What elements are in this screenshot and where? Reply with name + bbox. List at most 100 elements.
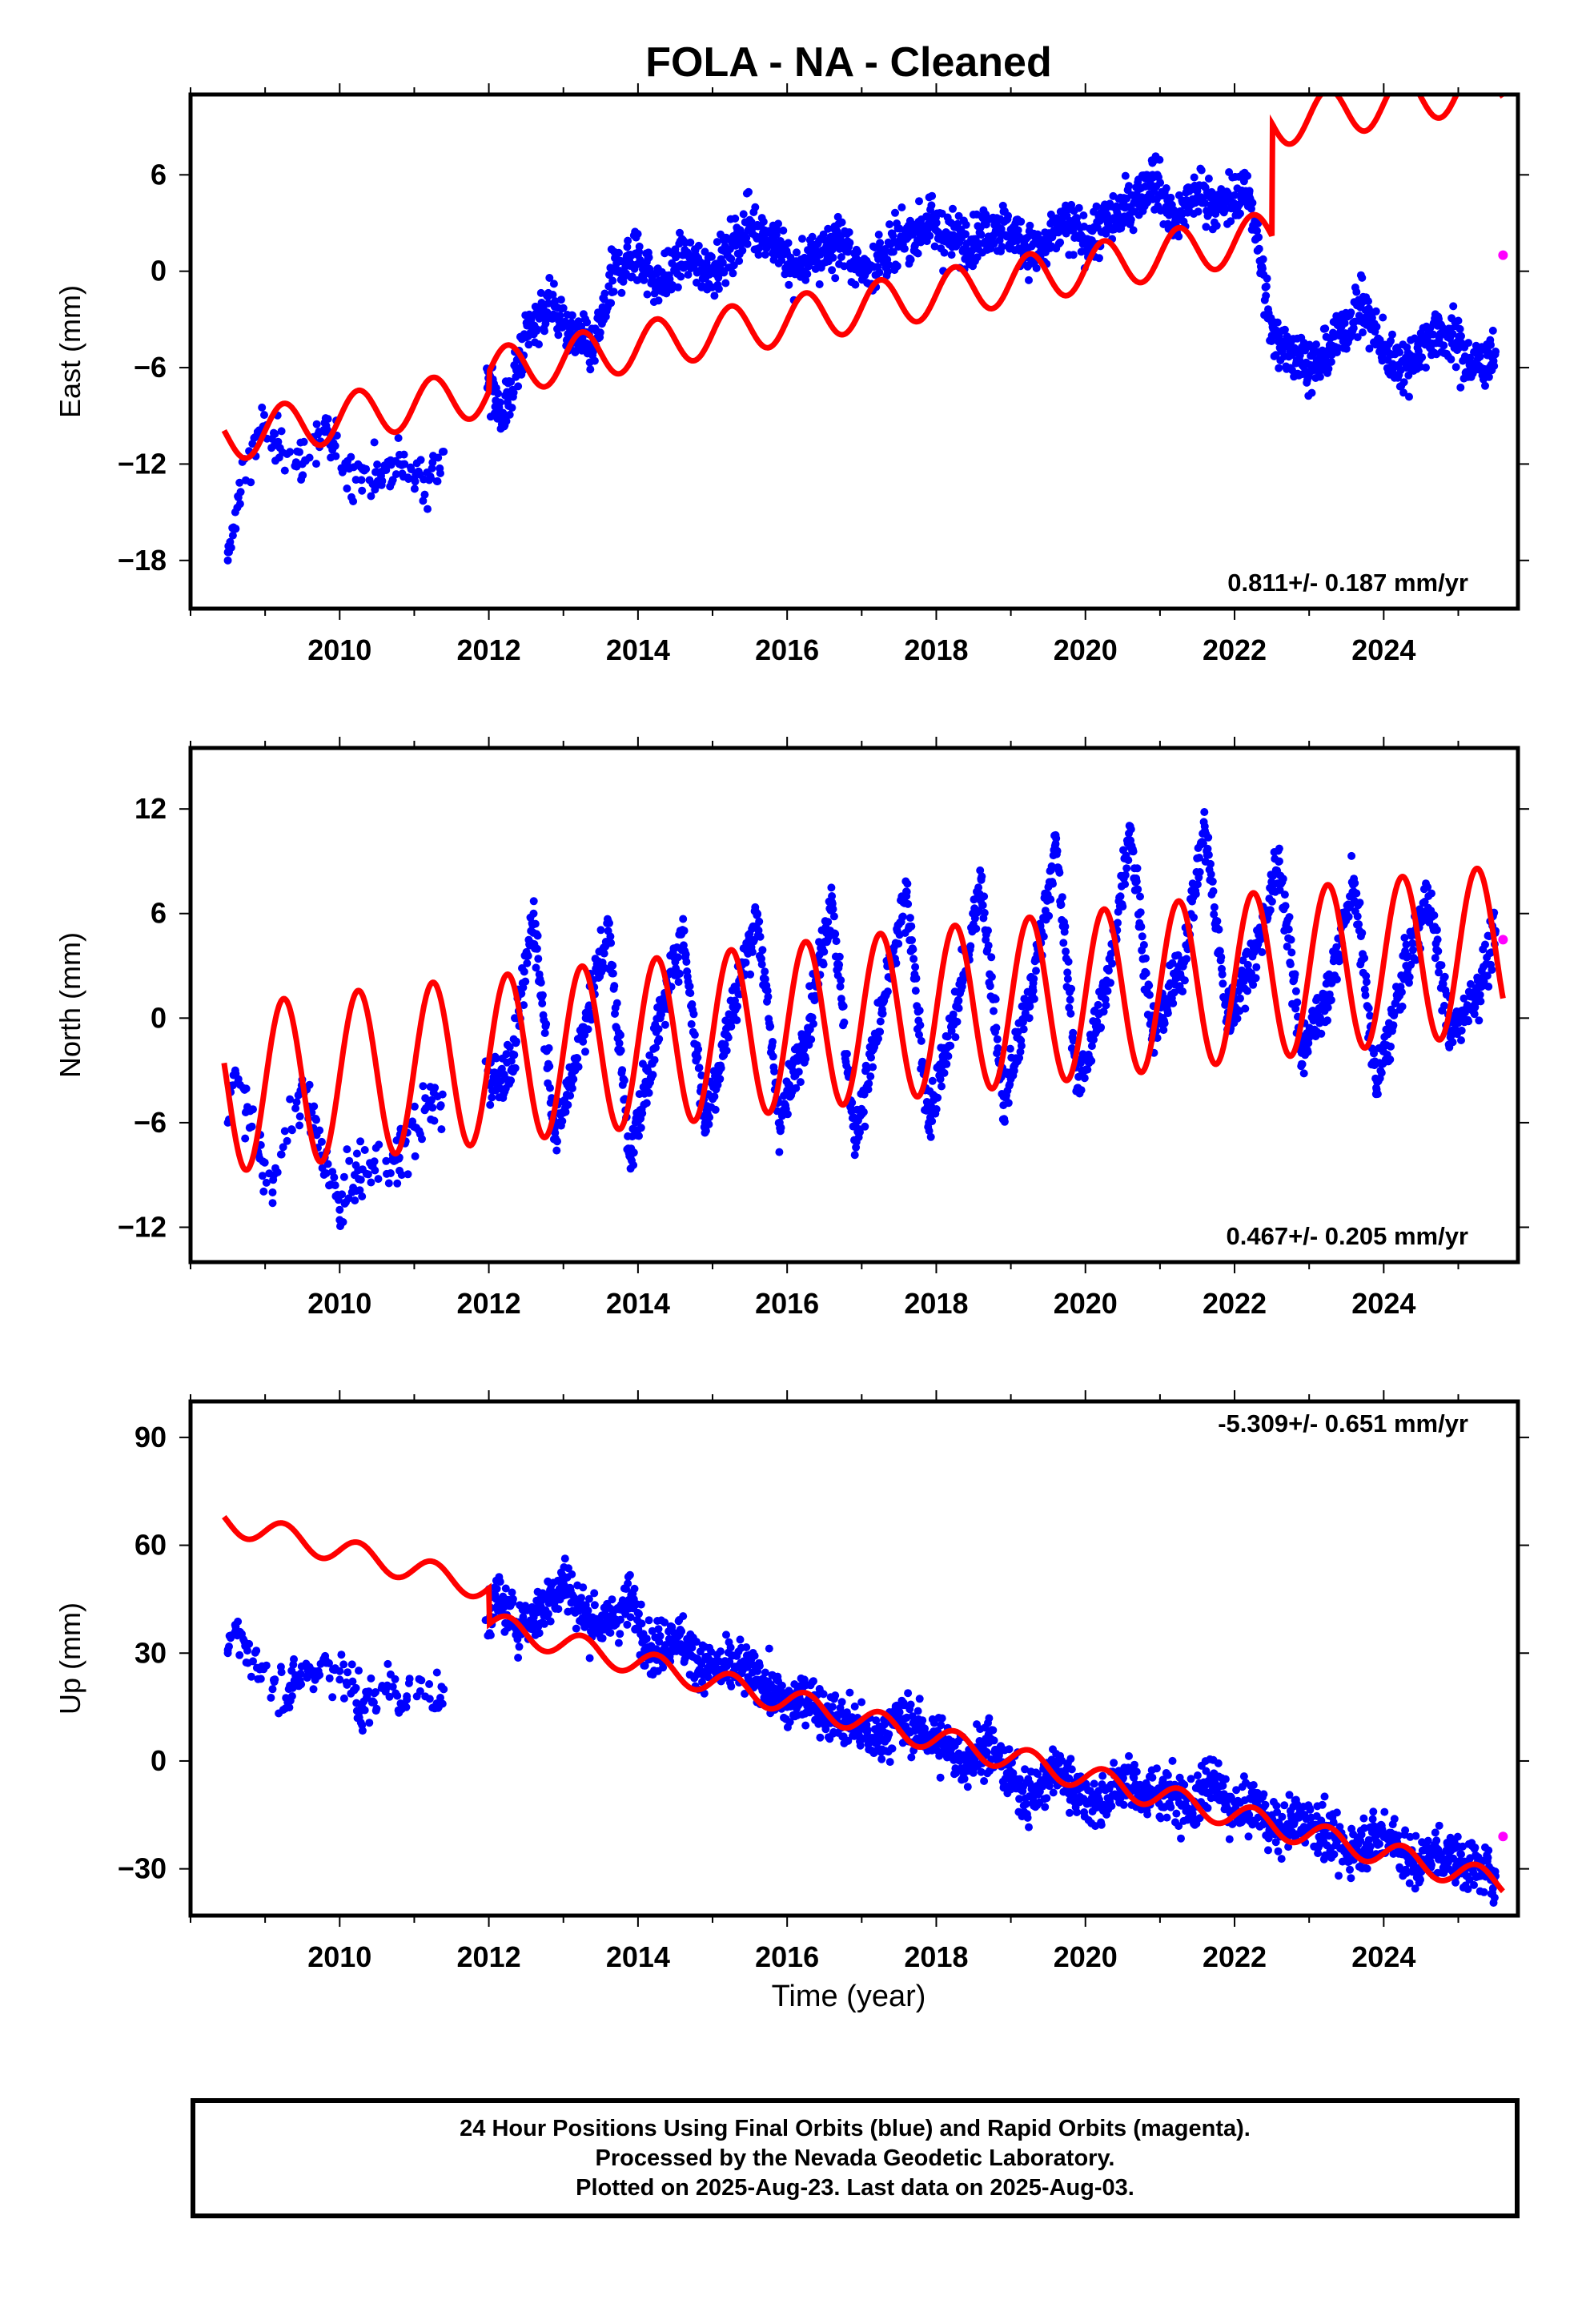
data-point (416, 1687, 424, 1695)
data-point (259, 1187, 268, 1196)
data-point (343, 460, 351, 468)
data-point (507, 1056, 516, 1065)
data-point (624, 236, 632, 245)
data-point (1373, 1090, 1382, 1099)
data-point (604, 282, 613, 291)
data-point (1362, 978, 1371, 987)
data-point (605, 919, 613, 927)
data-point (1488, 326, 1497, 335)
data-point (323, 415, 332, 424)
data-point (1418, 353, 1427, 362)
data-point (614, 248, 623, 257)
data-point (600, 949, 608, 958)
data-point (661, 1020, 669, 1029)
data-point (784, 239, 793, 247)
data-point (243, 1647, 251, 1655)
data-point (608, 969, 617, 978)
data-point (1006, 1044, 1014, 1053)
data-point (371, 1166, 379, 1175)
data-point (1208, 877, 1217, 886)
data-point (405, 1675, 414, 1683)
data-point (735, 256, 744, 265)
data-point (1247, 204, 1255, 213)
data-point (829, 912, 838, 921)
data-point (741, 1690, 749, 1698)
data-point (765, 1644, 773, 1653)
data-point (722, 1630, 730, 1639)
data-point (785, 280, 793, 289)
data-point (836, 982, 845, 991)
data-point (1231, 191, 1239, 199)
data-point (590, 356, 599, 365)
data-point (1449, 302, 1458, 311)
panel-north: 2010 2012 2014 2016 2018 2020 2022 2024−12−6061… (54, 737, 1529, 1320)
data-point (750, 1651, 759, 1660)
x-tick-label: 2010 (307, 1940, 371, 1973)
data-point (678, 251, 687, 259)
data-point (507, 377, 516, 386)
data-point (980, 892, 989, 901)
data-point (1388, 330, 1396, 339)
data-point (1437, 961, 1446, 970)
model-fit-line (221, 94, 1506, 461)
data-point (925, 219, 934, 227)
data-point (679, 915, 688, 923)
y-tick-label: −6 (134, 351, 167, 384)
data-point (328, 1693, 337, 1702)
data-point (600, 289, 609, 298)
data-point (900, 244, 909, 253)
data-point (768, 235, 777, 243)
data-point (876, 239, 885, 247)
x-tick-label: 2016 (755, 1287, 819, 1320)
data-point (928, 1076, 937, 1085)
data-point (584, 1606, 592, 1615)
data-point (431, 1084, 440, 1092)
data-point (648, 1071, 657, 1080)
data-point (911, 963, 920, 971)
data-point (962, 230, 970, 239)
data-point (299, 437, 308, 446)
data-point (1371, 307, 1380, 316)
data-point (1424, 891, 1433, 900)
data-point (1353, 333, 1362, 342)
data-point (356, 1176, 365, 1184)
data-point (1134, 885, 1142, 894)
data-point (573, 1054, 582, 1063)
data-point (507, 1076, 516, 1085)
data-point (584, 1594, 593, 1603)
data-point (298, 460, 307, 468)
data-point (793, 248, 801, 257)
data-point (962, 220, 970, 229)
data-point (1052, 214, 1061, 223)
data-point (1029, 987, 1038, 995)
x-tick-label: 2014 (606, 1940, 670, 1973)
data-point (1217, 953, 1226, 962)
data-point (1344, 912, 1353, 921)
y-tick-label: 90 (135, 1421, 167, 1454)
data-point (1145, 981, 1154, 990)
data-point (1080, 1074, 1089, 1083)
data-point (338, 1190, 347, 1199)
data-point (909, 955, 918, 963)
data-point (1118, 903, 1127, 911)
data-point (1466, 979, 1475, 988)
data-point (305, 453, 314, 462)
data-point (739, 210, 748, 219)
data-point (644, 1088, 653, 1097)
data-point (1204, 175, 1213, 183)
data-point (335, 1205, 344, 1214)
panel-up: 2010 2012 2014 2016 2018 2020 2022 2024−3003060… (54, 1390, 1529, 1973)
data-point (713, 238, 721, 247)
data-point (927, 201, 936, 210)
final-orbit-points (223, 152, 1500, 565)
data-point (1126, 203, 1134, 211)
data-point (1138, 932, 1146, 941)
data-point (1156, 179, 1165, 187)
data-point (1312, 364, 1321, 372)
data-point (665, 275, 674, 283)
data-point (1395, 348, 1404, 356)
data-point (395, 460, 404, 468)
data-point (554, 1605, 563, 1614)
data-point (716, 1075, 725, 1084)
data-point (564, 1564, 572, 1573)
